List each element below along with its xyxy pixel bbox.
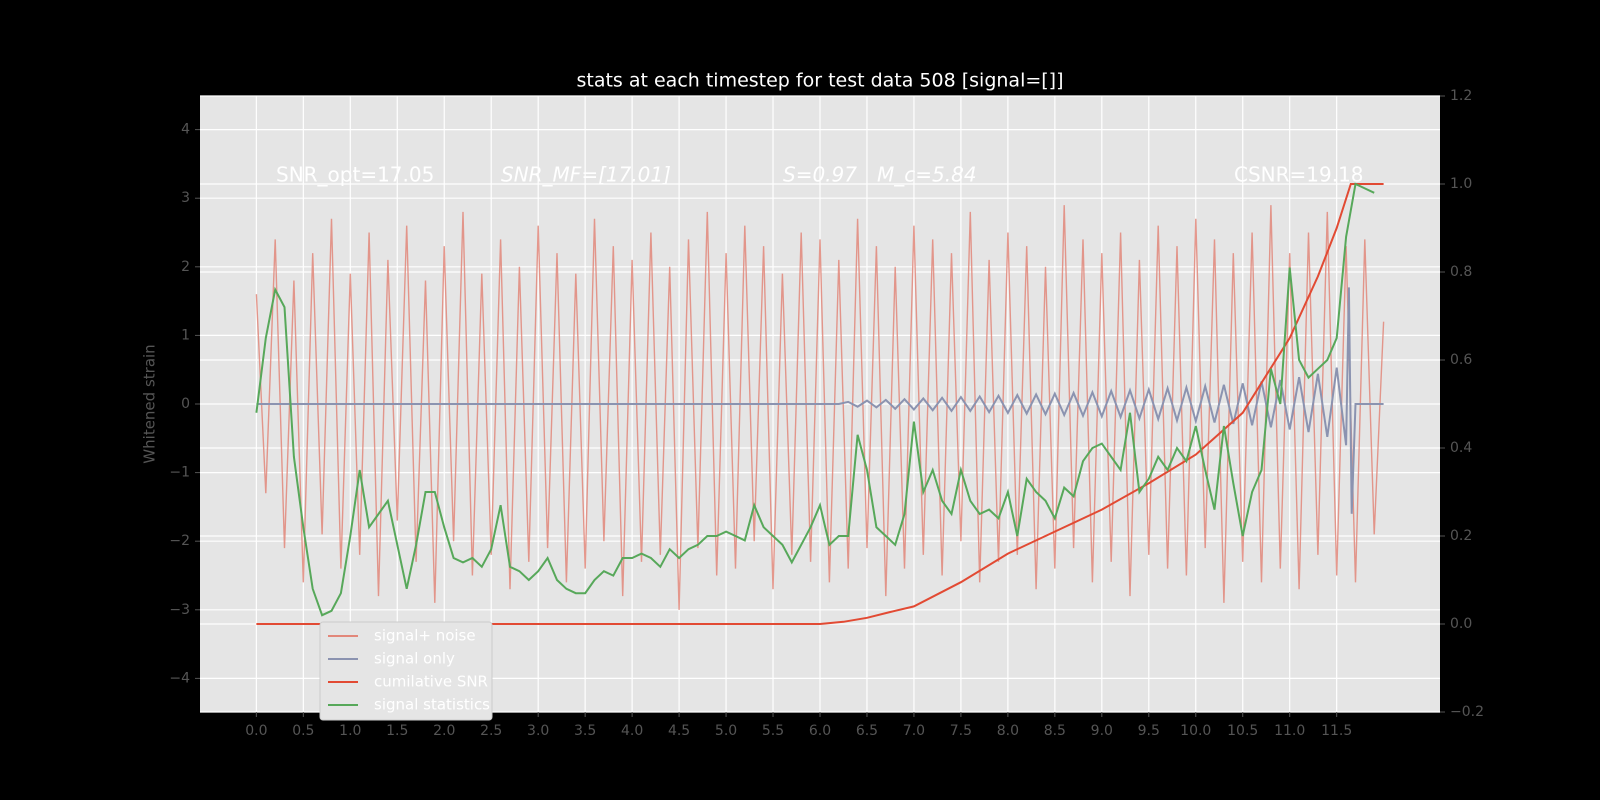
series-line xyxy=(255,182,1375,617)
y-tick-label: 4 xyxy=(181,122,190,138)
x-tick-label: 2.5 xyxy=(480,723,502,739)
y2-tick-label: 0.6 xyxy=(1450,352,1472,368)
y2-tick-label: 1.2 xyxy=(1450,88,1472,104)
series-line xyxy=(255,205,1385,610)
x-tick-label: 4.5 xyxy=(668,723,690,739)
x-tick-label: 9.5 xyxy=(1138,723,1160,739)
x-tick-label: 1.0 xyxy=(339,723,361,739)
x-tick-label: 11.0 xyxy=(1274,723,1305,739)
annotation: SNR_opt=17.05 xyxy=(276,163,434,187)
x-tick-label: 9.0 xyxy=(1091,723,1113,739)
x-tick-label: 1.5 xyxy=(386,723,408,739)
y-tick-label: 0 xyxy=(181,396,190,412)
annotation: CSNR=19.18 xyxy=(1234,163,1364,187)
legend-label: cumilative SNR xyxy=(374,673,488,691)
y-tick-label: −1 xyxy=(169,465,190,481)
x-tick-label: 8.5 xyxy=(1044,723,1066,739)
y-tick-label: 2 xyxy=(181,259,190,275)
y-tick-label: 1 xyxy=(181,327,190,343)
y-axis-label: Whitened strain xyxy=(141,344,159,463)
y2-tick-label: 0.0 xyxy=(1450,616,1472,632)
legend-label: signal statistics xyxy=(374,696,490,714)
y-tick-label: 3 xyxy=(181,190,190,206)
annotation: S=0.97 xyxy=(783,163,857,187)
series-line xyxy=(256,183,1384,625)
y2-tick-label: 0.8 xyxy=(1450,264,1472,280)
x-tick-label: 10.0 xyxy=(1180,723,1211,739)
x-tick-label: 5.5 xyxy=(762,723,784,739)
x-tick-label: 5.0 xyxy=(715,723,737,739)
y2-tick-label: 1.0 xyxy=(1450,176,1472,192)
x-tick-label: 0.0 xyxy=(245,723,267,739)
y2-tick-label: −0.2 xyxy=(1450,704,1484,720)
x-tick-label: 7.0 xyxy=(903,723,925,739)
chart-title: stats at each timestep for test data 508… xyxy=(576,70,1063,92)
legend: signal+ noise signal only cumilative SNR si… xyxy=(319,621,493,721)
x-tick-label: 7.5 xyxy=(950,723,972,739)
x-tick-label: 4.0 xyxy=(621,723,643,739)
x-tick-label: 3.5 xyxy=(574,723,596,739)
x-tick-label: 6.0 xyxy=(809,723,831,739)
y2-tick-label: 0.4 xyxy=(1450,440,1472,456)
legend-label: signal+ noise xyxy=(374,627,476,645)
x-tick-label: 11.5 xyxy=(1321,723,1352,739)
x-tick-label: 2.0 xyxy=(433,723,455,739)
y2-tick-label: 0.2 xyxy=(1450,528,1472,544)
legend-box xyxy=(319,621,493,721)
y-tick-label: −3 xyxy=(169,602,190,618)
x-tick-label: 0.5 xyxy=(292,723,314,739)
annotation: SNR_MF=[17.01] xyxy=(501,163,671,187)
x-tick-label: 3.0 xyxy=(527,723,549,739)
x-tick-label: 10.5 xyxy=(1227,723,1258,739)
annotation: M_c=5.84 xyxy=(877,163,977,187)
y-tick-label: −2 xyxy=(169,533,190,549)
series-line xyxy=(256,287,1384,514)
x-tick-label: 6.5 xyxy=(856,723,878,739)
legend-label: signal only xyxy=(374,650,455,668)
x-tick-label: 8.0 xyxy=(997,723,1019,739)
y-tick-label: −4 xyxy=(169,670,190,686)
